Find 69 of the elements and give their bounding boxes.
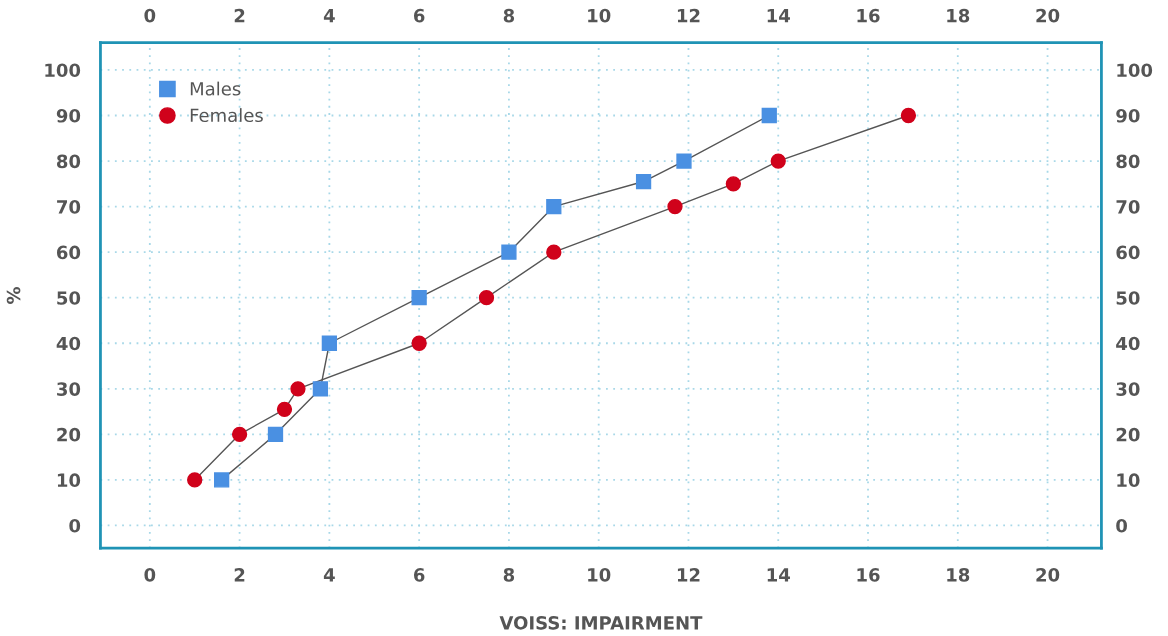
y-tick-label: 10: [57, 473, 81, 488]
point: [900, 107, 917, 124]
y2-tick-label: 40: [1116, 336, 1140, 351]
y-tick-label: 30: [57, 382, 81, 396]
x-tick-label: 14: [767, 568, 790, 582]
y2-tick-label: 90: [1116, 108, 1140, 123]
point: [770, 153, 786, 169]
x-tick-label: 0: [144, 568, 156, 582]
point: [635, 173, 652, 190]
x-tick-label: 16: [857, 568, 880, 582]
point: [214, 472, 230, 488]
x-tick-label: 12: [677, 568, 700, 582]
x-tick-label: 2: [234, 568, 245, 582]
point: [761, 107, 777, 124]
y2-tick-label: 30: [1116, 382, 1140, 396]
x-axis-title: VOISS: IMPAIRMENT: [499, 616, 703, 630]
y-tick-label: 40: [56, 336, 81, 351]
x-tick-label: 20: [1036, 568, 1060, 582]
x2-tick-label: 4: [323, 9, 335, 23]
y2-tick-label: 20: [1116, 427, 1140, 442]
y-tick-label: 0: [69, 518, 81, 533]
point: [321, 335, 338, 351]
point: [187, 472, 203, 488]
legend-label: Females: [190, 108, 263, 123]
x2-tick-label: 12: [677, 8, 700, 23]
x2-tick-label: 6: [413, 8, 425, 23]
point: [276, 401, 293, 417]
point: [546, 244, 562, 260]
x-tick-label: 8: [503, 568, 515, 582]
point: [478, 290, 495, 306]
x2-tick-label: 16: [857, 8, 880, 23]
y-tick-label: 50: [57, 291, 81, 305]
x2-tick-label: 0: [144, 8, 156, 23]
y-tick-label: 70: [57, 200, 81, 214]
y-tick-label: 90: [56, 108, 81, 123]
y-tick-label: 80: [56, 154, 81, 169]
y2-tick-label: 80: [1116, 154, 1140, 169]
y-tick-label: 60: [57, 245, 81, 260]
point: [676, 153, 692, 169]
x2-tick-label: 8: [503, 8, 515, 23]
y2-tick-label: 70: [1116, 200, 1140, 214]
x2-tick-label: 10: [588, 8, 611, 23]
point: [546, 198, 562, 215]
y2-tick-label: 10: [1117, 473, 1140, 488]
x-tick-label: 4: [323, 568, 335, 582]
point: [231, 426, 248, 442]
x2-tick-label: 20: [1036, 8, 1060, 23]
y-axis-title: %: [6, 286, 21, 304]
point: [501, 244, 517, 260]
y-tick-label: 100: [45, 63, 81, 78]
y2-tick-label: 60: [1116, 245, 1140, 260]
x-tick-label: 10: [588, 568, 611, 582]
point: [725, 176, 741, 192]
point: [290, 381, 306, 397]
y2-tick-label: 50: [1116, 291, 1140, 305]
point: [667, 198, 683, 215]
point: [267, 426, 284, 442]
x2-tick-label: 18: [947, 8, 970, 23]
point: [411, 335, 427, 351]
y-tick-label: 20: [57, 427, 81, 442]
point: [312, 381, 329, 397]
x2-tick-label: 2: [234, 8, 245, 23]
legend-label: Males: [190, 81, 241, 96]
y2-tick-label: 100: [1117, 63, 1153, 78]
y2-tick-label: 0: [1116, 518, 1128, 533]
x2-tick-label: 14: [767, 9, 790, 23]
point: [411, 290, 427, 306]
x-tick-label: 18: [947, 568, 970, 582]
x-tick-label: 6: [413, 568, 425, 582]
